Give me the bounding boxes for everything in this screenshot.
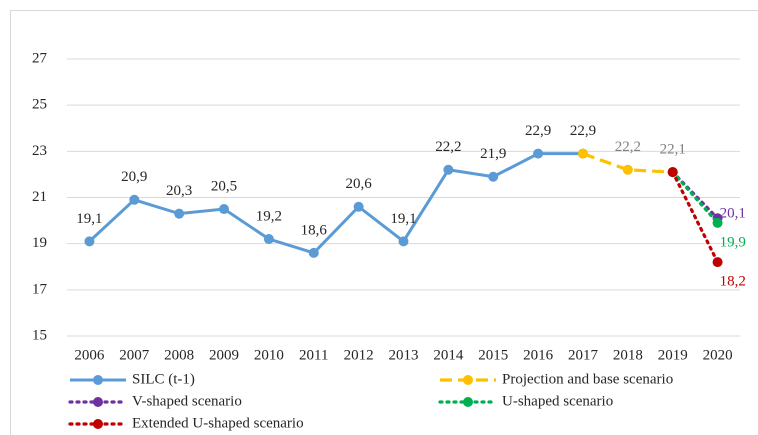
x-tick-label: 2010 [254,347,284,363]
point-marker [712,217,723,228]
y-tick-label: 19 [32,235,47,251]
data-label: 22,9 [525,123,551,139]
legend-label: U-shaped scenario [502,393,613,409]
data-label: 21,9 [480,146,506,162]
legend-marker [93,375,103,385]
x-tick-label: 2008 [164,347,194,363]
point-marker [443,164,454,175]
legend-label: SILC (t-1) [132,371,195,387]
point-marker [174,208,185,219]
legend-marker [463,375,473,385]
legend-label: V-shaped scenario [132,393,242,409]
data-label: 22,9 [570,123,596,139]
y-tick-label: 21 [32,189,47,205]
x-tick-label: 2009 [209,347,239,363]
y-tick-label: 15 [32,327,47,343]
x-tick-label: 2018 [613,347,643,363]
x-tick-label: 2020 [703,347,733,363]
point-marker [84,236,95,247]
data-label: 22,2 [435,139,461,155]
chart-frame [10,10,758,435]
point-marker [263,234,274,245]
x-tick-label: 2011 [299,347,328,363]
point-marker [577,148,588,159]
x-tick-label: 2006 [74,347,105,363]
point-marker [667,167,678,178]
legend-label: Extended U-shaped scenario [132,415,304,431]
data-label: 20,6 [346,176,373,192]
data-label: 19,2 [256,208,282,224]
data-label: 19,1 [390,211,416,227]
point-marker [533,148,544,159]
data-label: 22,2 [615,139,641,155]
data-label: 19,9 [720,234,746,250]
x-tick-label: 2014 [433,347,464,363]
series-line [88,152,583,255]
data-label: 20,3 [166,183,192,199]
point-marker [622,164,633,175]
legend-marker [93,397,103,407]
point-marker [308,247,319,258]
legend-marker [463,397,473,407]
x-tick-label: 2013 [389,347,419,363]
data-label: 20,9 [121,169,147,185]
x-tick-label: 2016 [523,347,554,363]
y-tick-label: 23 [32,143,47,159]
point-marker [712,257,723,268]
y-tick-label: 27 [32,50,48,66]
x-tick-label: 2017 [568,347,599,363]
data-label: 20,5 [211,178,237,194]
legend-label: Projection and base scenario [502,371,673,387]
x-tick-label: 2012 [344,347,374,363]
data-label: 22,1 [660,142,686,158]
x-tick-label: 2015 [478,347,508,363]
data-label: 19,1 [76,211,102,227]
series-line [671,170,720,264]
x-tick-label: 2007 [119,347,150,363]
series-line [671,170,720,225]
data-label: 20,1 [720,206,746,222]
data-label: 18,2 [720,274,746,290]
data-label: 18,6 [301,222,328,238]
x-tick-label: 2019 [658,347,688,363]
point-marker [488,171,499,182]
y-tick-label: 17 [32,281,48,297]
point-marker [353,201,364,212]
point-marker [219,204,230,215]
point-marker [398,236,409,247]
point-marker [129,194,140,205]
y-tick-label: 25 [32,97,47,113]
legend-marker [93,419,103,429]
